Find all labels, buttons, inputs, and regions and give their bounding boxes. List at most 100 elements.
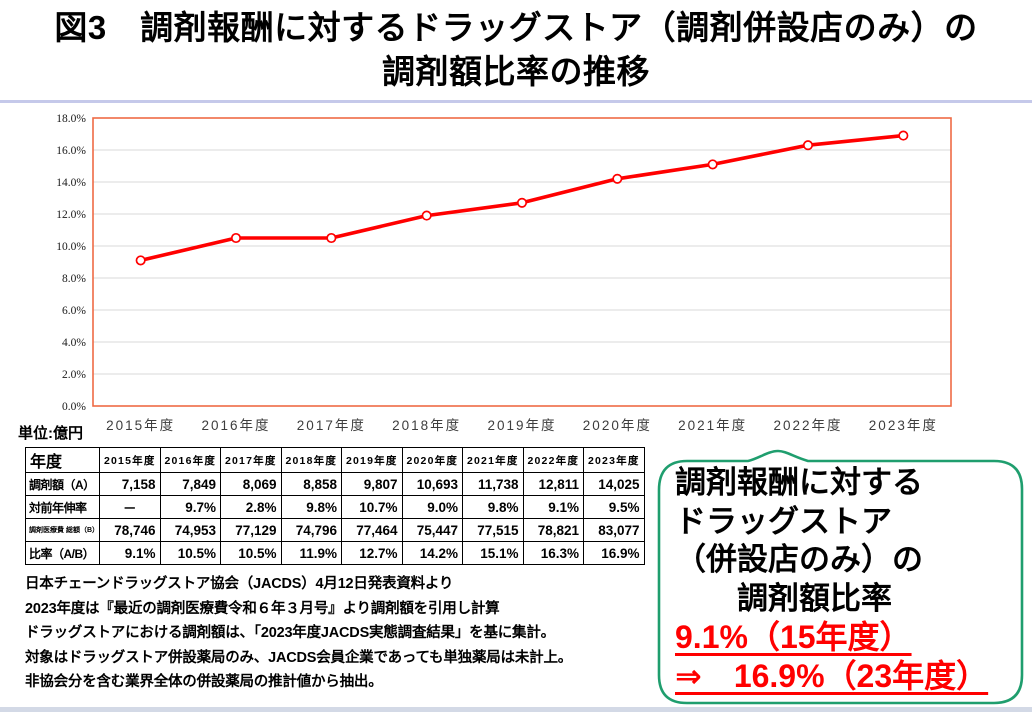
table-year-header: 2015年度 [99, 447, 161, 473]
table-row: 対前年伸率－ 9.7% 2.8% 9.8% 10.7% 9.0% 9.8% 9.1% 9.5% [25, 495, 645, 519]
y-axis-label: 12.0% [56, 209, 86, 221]
table-cell: 7,849 [159, 472, 221, 496]
x-axis-label: 2020年度 [583, 418, 652, 433]
data-table: 年度 2015年度 2016年度 2017年度 2018年度 2019年度 2020年度 20… [25, 447, 645, 565]
table-cell: 14.2% [401, 541, 463, 565]
table-row-label: 対前年伸率 [25, 495, 100, 519]
line-chart: 0.0% 2.0% 4.0% 6.0% 8.0% 10.0% 12.0% 14.0% 16.0%… [0, 108, 1032, 440]
table-year-header: 2023年度 [583, 447, 645, 473]
y-axis-label: 16.0% [56, 145, 86, 157]
table-cell: 12,811 [522, 472, 584, 496]
y-axis-label: 8.0% [62, 273, 86, 285]
y-axis-label: 6.0% [62, 305, 86, 317]
table-cell: 75,447 [401, 518, 463, 542]
table-cell: 15.1% [462, 541, 524, 565]
table-row-label: 調剤医療費 総額（B） [25, 518, 100, 542]
footnote-line: 非協会分を含む業界全体の併設薬局の推計値から抽出。 [25, 674, 383, 690]
data-point [230, 232, 242, 244]
table-year-header: 2022年度 [522, 447, 584, 473]
table-corner-header: 年度 [25, 447, 100, 473]
footnote-line: 日本チェーンドラッグストア協会（JACDS）4月12日発表資料より [25, 576, 454, 592]
data-point [707, 159, 718, 170]
y-axis-label: 4.0% [62, 337, 86, 349]
callout-line: 9.1%（15年度） [675, 619, 912, 655]
chart-plot-area [92, 117, 952, 407]
y-axis-label: 18.0% [56, 113, 86, 125]
callout-line: ドラッグストア [675, 503, 892, 539]
table-cell: 14,025 [583, 472, 645, 496]
x-axis-label: 2017年度 [297, 418, 366, 433]
chart-canvas: 0.0% 2.0% 4.0% 6.0% 8.0% 10.0% 12.0% 14.0% 16.0%… [56, 113, 952, 433]
x-axis-label: 2015年度 [106, 418, 175, 433]
table-cell: 10.5% [220, 541, 282, 565]
table-cell: 7,158 [99, 472, 161, 496]
table-cell: 77,464 [341, 518, 403, 542]
table-cell: 78,821 [522, 518, 584, 542]
table-cell: 9.1% [522, 495, 584, 519]
table-row: 調剤額（A） 7,158 7,849 8,069 8,858 9,807 10,693 11,… [25, 472, 645, 496]
table-cell: 8,069 [220, 472, 282, 496]
table-cell: 11.9% [280, 541, 342, 565]
x-axis-label: 2021年度 [678, 418, 747, 433]
callout-line: 調剤報酬に対する [675, 465, 923, 500]
figure-title-line1: 図3 調剤報酬に対するドラッグストア（調剤併設店のみ）の [54, 9, 978, 46]
callout-line: ⇒ 16.9%（23年度） [675, 657, 989, 694]
x-axis-label: 2019年度 [487, 418, 556, 433]
data-point [612, 173, 623, 184]
x-axis-label: 2023年度 [869, 418, 938, 433]
table-cell: 8,858 [280, 472, 342, 496]
table-year-header: 2020年度 [401, 447, 463, 473]
footnote-line: 2023年度は『最近の調剤医療費令和６年３月号』より調剤額を引用し計算 [25, 600, 500, 617]
table-row-label: 比率（A/B） [25, 541, 100, 565]
data-point [802, 140, 814, 151]
table-year-header: 2019年度 [341, 447, 403, 473]
table-cell: 77,129 [220, 518, 282, 542]
table-cell: 16.9% [583, 541, 645, 565]
table-cell: 74,953 [159, 518, 221, 542]
summary-callout: 調剤報酬に対する ドラッグストア （併設店のみ）の 調剤額比率 9.1%（15年度） ⇒ … [655, 444, 1027, 710]
footnote-line: ドラッグストアにおける調剤額は、「2023年度JACDS実態調査結果」を基に集計… [25, 625, 555, 641]
table-cell: 10.5% [159, 541, 221, 565]
x-axis-label: 2022年度 [773, 418, 842, 433]
table-cell: 16.3% [522, 541, 584, 565]
x-axis-label: 2018年度 [392, 418, 461, 433]
table-cell: 11,738 [462, 472, 524, 496]
data-point [898, 130, 909, 141]
data-point [135, 255, 146, 266]
table-year-header: 2017年度 [220, 447, 282, 473]
footnote-line: 対象はドラッグストア併設薬局のみ、JACDS会員企業であっても単独薬局は未計上。 [25, 649, 573, 666]
x-axis-label: 2016年度 [201, 418, 270, 433]
y-axis-label: 2.0% [62, 369, 86, 381]
table-row: 調剤医療費 総額（B） 78,746 74,953 77,129 74,796 77,46… [25, 518, 645, 542]
table-year-header: 2021年度 [462, 447, 524, 473]
table-cell: 9.8% [280, 495, 342, 519]
table-cell: 83,077 [583, 518, 645, 542]
table-cell: 9.7% [159, 495, 221, 519]
table-cell: 78,746 [99, 518, 161, 542]
unit-label: 単位:億円 [18, 425, 83, 442]
table-cell: 9.1% [99, 541, 161, 565]
y-axis-label: 14.0% [56, 177, 86, 189]
y-axis-label: 0.0% [62, 401, 86, 413]
table-year-header: 2016年度 [159, 447, 221, 473]
callout-text: 調剤報酬に対する ドラッグストア （併設店のみ）の 調剤額比率 9.1%（15年度） ⇒ … [675, 464, 1015, 695]
table-cell: 77,515 [462, 518, 524, 542]
callout-border [657, 449, 1024, 705]
y-axis-label: 10.0% [56, 241, 86, 253]
table-cell: 9.5% [583, 495, 645, 519]
data-point [326, 232, 337, 244]
footnotes: 日本チェーンドラッグストア協会（JACDS）4月12日発表資料より 2023年度は… [25, 572, 572, 695]
table-cell: 10.7% [341, 495, 403, 519]
bottom-divider-rule [0, 707, 1032, 712]
table-cell: 9.8% [462, 495, 524, 519]
table-cell: 9,807 [341, 472, 403, 496]
figure-title-line2: 調剤額比率の推移 [382, 53, 650, 90]
data-point [516, 197, 528, 208]
table-year-header: 2018年度 [280, 447, 342, 473]
table-row-label: 調剤額（A） [25, 472, 100, 496]
table-cell: 12.7% [341, 541, 403, 565]
figure-title: 図3 調剤報酬に対するドラッグストア（調剤併設店のみ）の 調剤額比率の推移 [0, 6, 1032, 94]
table-row: 比率（A/B） 9.1% 10.5% 10.5% 11.9% 12.7% 14.2% 15.1… [25, 541, 645, 565]
table-cell: 9.0% [401, 495, 463, 519]
